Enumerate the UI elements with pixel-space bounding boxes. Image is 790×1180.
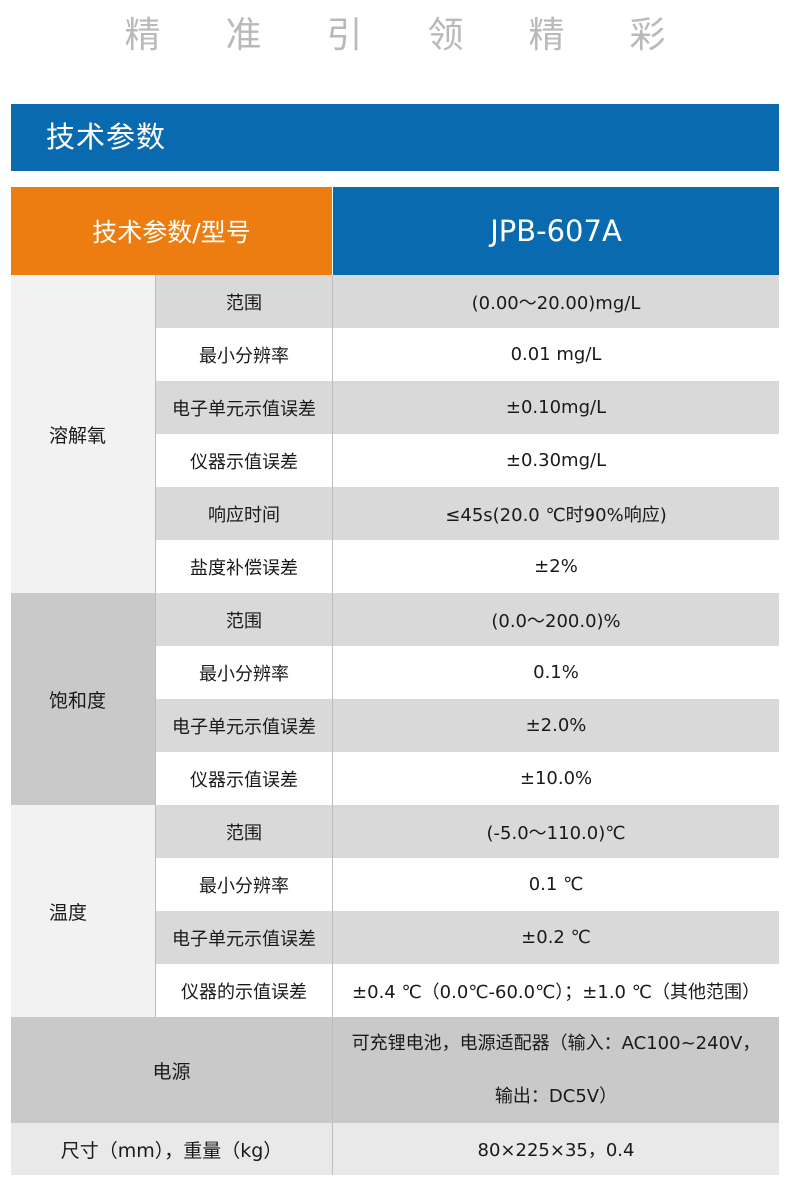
table-row: 盐度补偿误差 ±2%: [156, 540, 779, 593]
table-row: 仪器的示值误差 ±0.4 ℃（0.0℃-60.0℃）；±1.0 ℃（其他范围）: [156, 964, 779, 1017]
header-label: 技术参数/型号: [11, 187, 332, 275]
param-name: 范围: [156, 593, 333, 646]
group-temperature: 温度 范围 (-5.0～110.0)℃ 最小分辨率 0.1 ℃ 电子单元示值误差…: [11, 805, 779, 1017]
slogan-banner: 精 准 引 领 精 彩: [0, 6, 790, 58]
size-label: 尺寸（mm），重量（kg）: [11, 1123, 333, 1175]
header-model: JPB-607A: [332, 187, 779, 275]
slogan-char: 精: [124, 15, 161, 56]
param-value: ±0.10mg/L: [333, 381, 779, 434]
param-name: 仪器的示值误差: [156, 964, 333, 1017]
param-value: ±2.0%: [333, 699, 779, 752]
param-value: 0.1%: [333, 646, 779, 699]
table-row: 最小分辨率 0.01 mg/L: [156, 328, 779, 381]
param-name: 仪器示值误差: [156, 752, 333, 805]
table-row: 范围 (-5.0～110.0)℃: [156, 805, 779, 858]
table-row: 仪器示值误差 ±10.0%: [156, 752, 779, 805]
table-row: 电子单元示值误差 ±0.10mg/L: [156, 381, 779, 434]
spec-table: 技术参数/型号 JPB-607A 溶解氧 范围 (0.00～20.00)mg/L…: [11, 187, 779, 1175]
table-row: 仪器示值误差 ±0.30mg/L: [156, 434, 779, 487]
slogan-char: 领: [427, 15, 464, 56]
param-name: 最小分辨率: [156, 328, 333, 381]
param-name: 电子单元示值误差: [156, 911, 333, 964]
slogan-char: 彩: [629, 15, 666, 56]
param-value: (0.0～200.0)%: [333, 593, 779, 646]
param-name: 范围: [156, 805, 333, 858]
table-row: 范围 (0.0～200.0)%: [156, 593, 779, 646]
group-dissolved-oxygen: 溶解氧 范围 (0.00～20.00)mg/L 最小分辨率 0.01 mg/L …: [11, 275, 779, 593]
param-value: (0.00～20.00)mg/L: [333, 275, 779, 328]
param-value: 0.01 mg/L: [333, 328, 779, 381]
param-value: ±2%: [333, 540, 779, 593]
table-row: 响应时间 ≤45s(20.0 ℃时90%响应): [156, 487, 779, 540]
group-label: 温度: [11, 805, 156, 1017]
param-name: 最小分辨率: [156, 858, 333, 911]
table-header: 技术参数/型号 JPB-607A: [11, 187, 779, 275]
power-row: 电源 可充锂电池，电源适配器（输入：AC100~240V， 输出：DC5V）: [11, 1017, 779, 1123]
param-value: ±0.4 ℃（0.0℃-60.0℃）；±1.0 ℃（其他范围）: [333, 964, 779, 1017]
slogan-char: 准: [225, 15, 262, 56]
param-name: 电子单元示值误差: [156, 381, 333, 434]
param-value: ±0.30mg/L: [333, 434, 779, 487]
param-name: 电子单元示值误差: [156, 699, 333, 752]
table-row: 范围 (0.00～20.00)mg/L: [156, 275, 779, 328]
param-name: 范围: [156, 275, 333, 328]
param-name: 仪器示值误差: [156, 434, 333, 487]
table-row: 最小分辨率 0.1%: [156, 646, 779, 699]
param-name: 最小分辨率: [156, 646, 333, 699]
table-row: 电子单元示值误差 ±2.0%: [156, 699, 779, 752]
param-name: 盐度补偿误差: [156, 540, 333, 593]
param-value: ±0.2 ℃: [333, 911, 779, 964]
group-label: 饱和度: [11, 593, 156, 805]
section-title: 技术参数: [11, 104, 779, 171]
slogan-char: 引: [326, 15, 363, 56]
table-row: 电子单元示值误差 ±0.2 ℃: [156, 911, 779, 964]
param-value: (-5.0～110.0)℃: [333, 805, 779, 858]
power-value-line2: 输出：DC5V）: [494, 1086, 618, 1107]
size-value: 80×225×35，0.4: [477, 1140, 635, 1161]
param-value: ±10.0%: [333, 752, 779, 805]
size-weight-row: 尺寸（mm），重量（kg） 80×225×35，0.4: [11, 1123, 779, 1175]
param-value: 0.1 ℃: [333, 858, 779, 911]
power-label: 电源: [11, 1017, 333, 1123]
param-name: 响应时间: [156, 487, 333, 540]
group-saturation: 饱和度 范围 (0.0～200.0)% 最小分辨率 0.1% 电子单元示值误差 …: [11, 593, 779, 805]
table-row: 最小分辨率 0.1 ℃: [156, 858, 779, 911]
slogan-char: 精: [528, 15, 565, 56]
power-value: 可充锂电池，电源适配器（输入：AC100~240V， 输出：DC5V）: [333, 1017, 779, 1123]
param-value: ≤45s(20.0 ℃时90%响应): [333, 487, 779, 540]
power-value-line1: 可充锂电池，电源适配器（输入：AC100~240V，: [351, 1033, 761, 1054]
group-label: 溶解氧: [11, 275, 156, 593]
